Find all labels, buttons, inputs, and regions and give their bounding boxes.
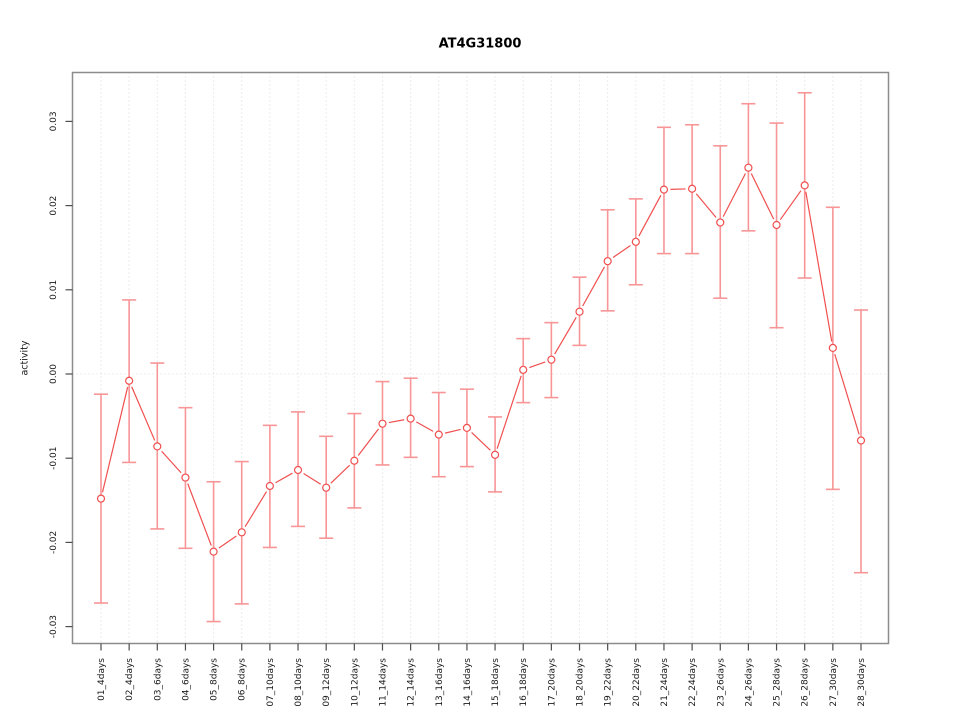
x-axis-ticks (100, 643, 862, 651)
x-tick-label: 03_6days (153, 658, 163, 701)
x-tick-label: 27_30days (829, 658, 839, 707)
x-tick-label: 15_18days (491, 658, 501, 707)
data-point (856, 436, 866, 445)
x-tick-label: 23_26days (716, 658, 726, 707)
data-point (716, 218, 725, 227)
data-point (96, 494, 106, 503)
data-point (265, 481, 274, 491)
data-point (322, 483, 331, 492)
data-point (744, 163, 753, 172)
y-tick-label: 0.01 (49, 280, 59, 300)
data-point (631, 237, 640, 246)
x-tick-label: 11_14days (378, 658, 388, 707)
x-tick-label: 17_20days (547, 658, 557, 707)
x-tick-label: 20_22days (632, 658, 642, 707)
data-point (490, 450, 500, 459)
data-point (688, 184, 697, 193)
y-tick-label: -0.01 (49, 447, 59, 470)
data-point (293, 465, 303, 475)
data-point (828, 343, 837, 352)
data-point (181, 473, 190, 482)
x-tick-label: 25_28days (773, 658, 783, 707)
data-point (772, 220, 781, 230)
x-tick-label: 19_22days (604, 658, 614, 707)
data-point (209, 547, 218, 556)
data-point (125, 376, 134, 385)
data-point (462, 423, 472, 432)
x-tick-label: 21_24days (660, 658, 670, 707)
data-point (153, 442, 162, 451)
y-tick-label: 0.02 (49, 196, 59, 216)
x-tick-label: 04_6days (181, 658, 191, 701)
x-tick-label: 06_8days (238, 658, 248, 701)
data-point (800, 181, 809, 190)
data-point (575, 307, 584, 316)
x-tick-label: 13_16days (435, 658, 445, 707)
chart-title: AT4G31800 (438, 36, 522, 52)
plot-box (71, 71, 890, 645)
x-tick-label: 16_18days (519, 658, 529, 707)
data-point (350, 456, 359, 465)
data-point (519, 365, 528, 374)
y-tick-label: -0.02 (49, 531, 59, 554)
data-point (547, 355, 556, 364)
data-points (96, 163, 866, 556)
data-point (237, 528, 246, 537)
plot-gridlines (72, 72, 889, 644)
y-tick-label: 0.03 (49, 111, 59, 131)
x-tick-label: 12_14days (407, 658, 417, 707)
data-point (659, 185, 669, 194)
x-tick-label: 05_8days (210, 658, 220, 701)
y-tick-label: 0.00 (49, 364, 59, 384)
data-point (406, 414, 415, 423)
y-axis-labels: 0.03 0.02 0.01 0.00 -0.01 -0.02 -0.03 (49, 111, 59, 638)
x-tick-label: 10_12days (350, 658, 360, 707)
x-tick-label: 01_4days (97, 658, 107, 701)
data-point (378, 419, 387, 428)
x-tick-label: 26_28days (801, 658, 811, 707)
x-tick-label: 14_16days (463, 658, 473, 707)
x-tick-label: 18_20days (576, 658, 586, 707)
x-tick-label: 24_26days (744, 658, 754, 707)
y-axis-ticks (65, 120, 73, 628)
x-tick-label: 08_10days (294, 658, 304, 707)
x-tick-label: 22_24days (688, 658, 698, 707)
x-tick-label: 02_4days (125, 658, 135, 701)
data-point (434, 430, 443, 439)
y-tick-label: -0.03 (49, 615, 59, 638)
x-axis-labels: 01_4days 02_4days 03_6days 04_6days 05_8days… (97, 658, 867, 707)
x-tick-label: 28_30days (857, 658, 867, 707)
x-tick-label: 07_10days (266, 658, 276, 707)
data-point (603, 257, 612, 266)
x-tick-label: 09_12days (322, 658, 332, 707)
series-line (101, 173, 860, 549)
